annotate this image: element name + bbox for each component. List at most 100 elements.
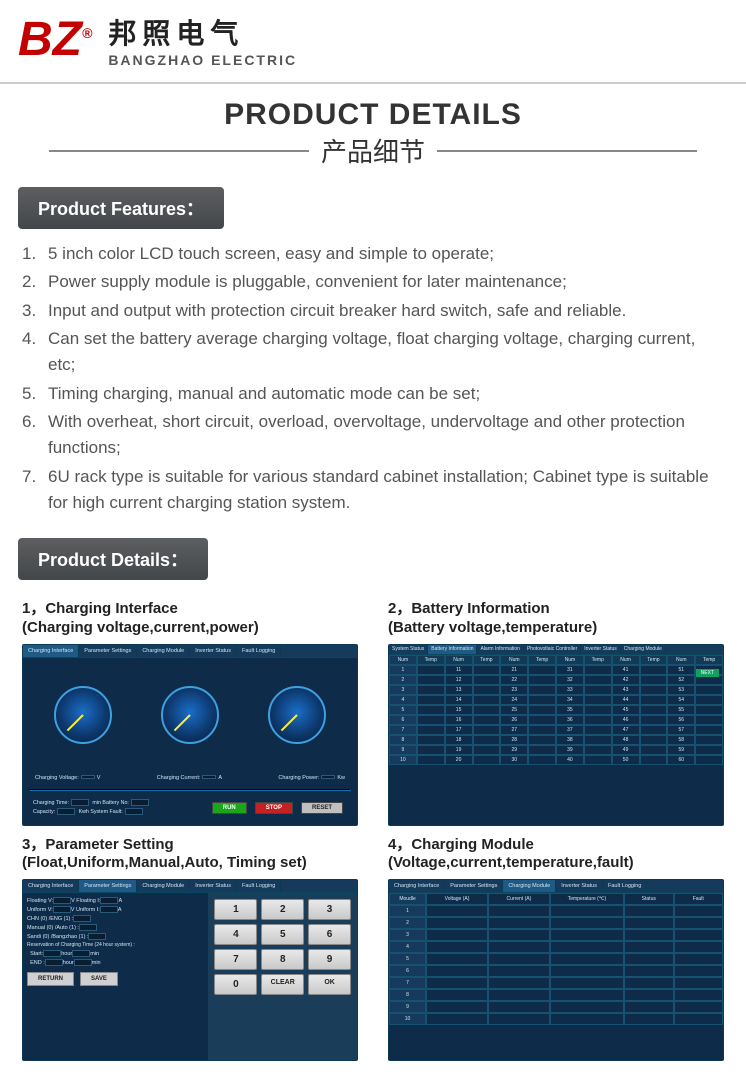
save-button[interactable]: SAVE (80, 972, 118, 986)
keypad-key-7[interactable]: 7 (214, 949, 257, 970)
keypad-key-5[interactable]: 5 (261, 924, 304, 945)
keypad-key-3[interactable]: 3 (308, 899, 351, 920)
next-button[interactable]: NEXT (696, 669, 719, 677)
screen-charging-module: Charging InterfaceParameter SettingsChar… (388, 879, 724, 1061)
label: Floating V: (27, 898, 53, 904)
screen-tab[interactable]: Fault Logging (237, 880, 281, 892)
screen-tab[interactable]: Alarm Information (477, 645, 523, 655)
logo-mark: BZ® (18, 16, 92, 64)
start-min-field[interactable] (72, 950, 90, 957)
cell (426, 965, 488, 977)
cell (473, 705, 501, 715)
keypad-key-1[interactable]: 1 (214, 899, 257, 920)
keypad-key-8[interactable]: 8 (261, 949, 304, 970)
feature-item: 2.Power supply module is pluggable, conv… (22, 269, 724, 295)
col-head: Fault (674, 893, 723, 905)
feature-item: 3.Input and output with protection circu… (22, 298, 724, 324)
label: Charging Voltage: (35, 775, 79, 781)
keypad-key-clear[interactable]: CLEAR (261, 974, 304, 995)
cell (528, 665, 556, 675)
screen-tab[interactable]: Inverter Status (556, 880, 603, 892)
screen-tab[interactable]: Parameter Settings (445, 880, 503, 892)
lang-field[interactable] (73, 915, 91, 922)
reset-button[interactable]: RESET (301, 802, 343, 814)
table-body: 12345678910 (389, 905, 723, 1060)
cell: 15 (445, 705, 473, 715)
end-min-field[interactable] (74, 959, 92, 966)
cell (624, 1001, 673, 1013)
cell: 53 (667, 685, 695, 695)
float-v-field[interactable] (53, 897, 71, 904)
screen-tab[interactable]: Parameter Settings (79, 880, 137, 892)
col-head: Temp (584, 655, 612, 665)
cell: 1 (389, 665, 417, 675)
screen-tab[interactable]: Inverter Status (190, 880, 237, 892)
screen-tab[interactable]: Parameter Settings (79, 645, 137, 657)
col-head: Num (500, 655, 528, 665)
mode-field[interactable] (79, 924, 97, 931)
screen-tab[interactable]: Inverter Status (190, 645, 237, 657)
cell (695, 715, 723, 725)
end-hour-field[interactable] (45, 959, 63, 966)
cell: 49 (612, 745, 640, 755)
gauge-panel: Charging Voltage:V Charging Current:A Ch… (23, 658, 357, 825)
table-row: 9 (389, 1001, 723, 1013)
screen-tab[interactable]: Photovoltaic Controller (524, 645, 581, 655)
cell (426, 953, 488, 965)
cell (674, 989, 723, 1001)
detail-title: 2，Battery Information (Battery voltage,t… (388, 600, 724, 638)
cell (640, 705, 668, 715)
cell (488, 965, 550, 977)
cell (624, 965, 673, 977)
cell (624, 977, 673, 989)
col-head: Voltage (A) (426, 893, 488, 905)
return-button[interactable]: RETURN (27, 972, 74, 986)
table-row: 7 (389, 977, 723, 989)
cell (417, 745, 445, 755)
screen-tab[interactable]: Charging Interface (389, 880, 445, 892)
screen-tab[interactable]: Charging Interface (23, 880, 79, 892)
screen-tab[interactable]: Charging Interface (23, 645, 79, 657)
keypad-key-ok[interactable]: OK (308, 974, 351, 995)
keypad-key-4[interactable]: 4 (214, 924, 257, 945)
screen-tab[interactable]: Charging Module (137, 880, 190, 892)
screen-tab[interactable]: Fault Logging (237, 645, 281, 657)
keypad-key-0[interactable]: 0 (214, 974, 257, 995)
cell (550, 929, 624, 941)
cell: 6 (389, 715, 417, 725)
stop-button[interactable]: STOP (255, 802, 293, 814)
keypad-key-9[interactable]: 9 (308, 949, 351, 970)
table-row: 2 (389, 917, 723, 929)
screen-tab[interactable]: Fault Logging (603, 880, 647, 892)
cell (674, 1001, 723, 1013)
col-head: Num (556, 655, 584, 665)
start-hour-field[interactable] (43, 950, 61, 957)
cell (674, 1013, 723, 1025)
title-cn: 产品细节 (321, 132, 425, 169)
screen-tab[interactable]: System Status (389, 645, 428, 655)
brand-field[interactable] (88, 933, 106, 940)
detail-name: Charging Interface (45, 600, 178, 617)
screen-tab[interactable]: Charging Module (137, 645, 190, 657)
keypad-key-6[interactable]: 6 (308, 924, 351, 945)
uniform-v-field[interactable] (53, 906, 71, 913)
screen-tab[interactable]: Battery Information (428, 645, 477, 655)
cell (426, 977, 488, 989)
cell (528, 735, 556, 745)
cell: 3 (389, 929, 426, 941)
run-button[interactable]: RUN (212, 802, 247, 814)
float-i-field[interactable] (100, 897, 118, 904)
cell: 35 (556, 705, 584, 715)
screen-tab[interactable]: Charging Module (621, 645, 666, 655)
detail-charging-module: 4，Charging Module (Voltage,current,tempe… (388, 836, 724, 1061)
screen-tab[interactable]: Inverter Status (581, 645, 621, 655)
cell: 60 (667, 755, 695, 765)
uniform-i-field[interactable] (100, 906, 118, 913)
cell: 22 (500, 675, 528, 685)
screen-tab[interactable]: Charging Module (503, 880, 556, 892)
cell (473, 715, 501, 725)
cell (426, 1001, 488, 1013)
cell: 10 (389, 1013, 426, 1025)
table-row: 10 (389, 1013, 723, 1025)
keypad-key-2[interactable]: 2 (261, 899, 304, 920)
